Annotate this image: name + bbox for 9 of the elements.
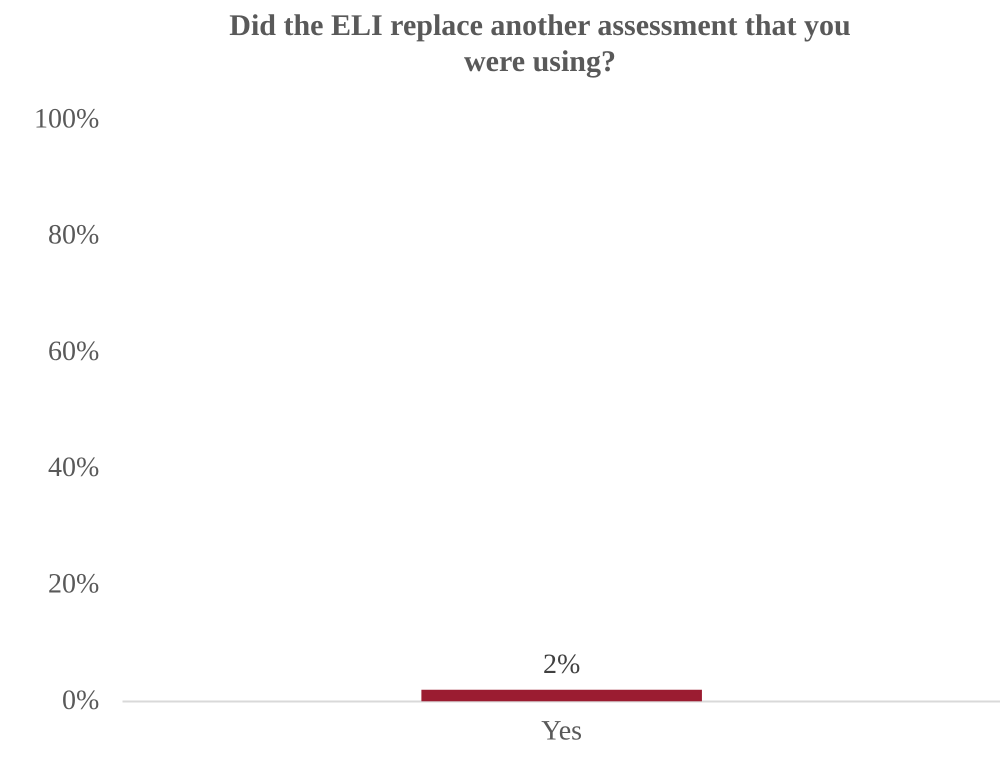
y-tick-label: 0% [62,684,100,716]
y-tick-label: 100% [34,103,100,134]
y-tick-label: 60% [48,336,100,367]
chart-title: Did the ELI replace another assessment that you were using? [228,8,852,80]
y-tick-label: 80% [48,220,100,251]
data-label: 2% [543,649,580,680]
x-tick-label: Yes [541,716,582,747]
y-tick-label: 40% [48,452,100,484]
y-tick-label: 20% [48,568,100,600]
